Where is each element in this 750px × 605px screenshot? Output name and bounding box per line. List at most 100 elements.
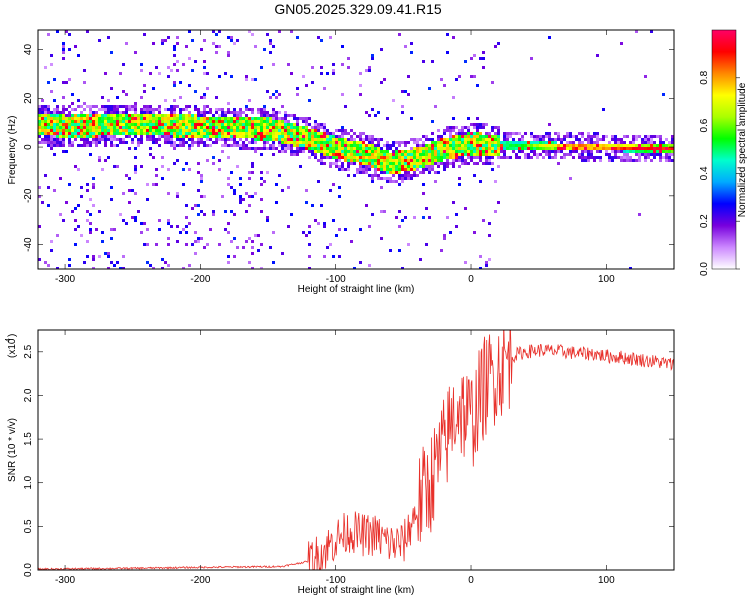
spectrogram-cell <box>350 150 353 153</box>
spectrogram-cell <box>260 243 263 246</box>
spectrogram-cell <box>77 99 80 102</box>
spectrogram-cell <box>77 54 80 57</box>
spectrogram-cell <box>107 99 110 102</box>
spectrogram-cell <box>68 258 71 261</box>
spectrogram-cell <box>521 135 524 138</box>
spectrogram-cell <box>173 123 176 126</box>
spectrogram-cell <box>224 144 227 147</box>
spectrogram-cell <box>152 108 155 111</box>
spectrogram-cell <box>257 147 260 150</box>
spectrogram-cell <box>266 171 269 174</box>
spectrogram-cell <box>644 159 647 162</box>
spectrogram-cell <box>137 141 140 144</box>
spectrogram-cell <box>320 39 323 42</box>
spectrogram-cell <box>149 72 152 75</box>
spectrogram-cell <box>656 153 659 156</box>
spectrogram-cell <box>281 252 284 255</box>
spectrogram-cell <box>179 129 182 132</box>
spectrogram-cell <box>110 141 113 144</box>
spectrogram-cell <box>173 132 176 135</box>
spectrogram-cell <box>332 150 335 153</box>
spectrogram-cell <box>167 243 170 246</box>
spectrogram-cell <box>578 138 581 141</box>
spectrogram-cell <box>440 159 443 162</box>
spectrogram-cell <box>125 114 128 117</box>
spectrogram-cell <box>53 129 56 132</box>
spectrogram-cell <box>68 111 71 114</box>
spectrogram-cell <box>359 144 362 147</box>
spectrogram-cell <box>245 108 248 111</box>
spectrogram-cell <box>188 132 191 135</box>
snr-y-tick-label: 0.0 <box>23 563 34 577</box>
spectrogram-cell <box>320 141 323 144</box>
spectrogram-cell <box>563 147 566 150</box>
spectrogram-cell <box>53 144 56 147</box>
spectrogram-cell <box>401 267 404 269</box>
spectrogram-cell <box>479 132 482 135</box>
spectrogram-cell <box>365 147 368 150</box>
spectrogram-cell <box>284 132 287 135</box>
spectrogram-cell <box>377 150 380 153</box>
spectrogram-cell <box>278 123 281 126</box>
figure-title: GN05.2025.329.09.41.R15 <box>274 1 442 17</box>
spectrogram-cell <box>230 135 233 138</box>
spectrogram-cell <box>374 144 377 147</box>
spectrogram-cell <box>371 141 374 144</box>
spectrogram-cell <box>368 114 371 117</box>
spectrogram-cell <box>275 126 278 129</box>
spectrogram-cell <box>233 108 236 111</box>
spectrogram-cell <box>221 144 224 147</box>
spectrogram-cell <box>290 126 293 129</box>
spectrogram-cell <box>452 36 455 39</box>
spectrogram-cell <box>248 141 251 144</box>
spectrogram-cell <box>86 132 89 135</box>
spectrogram-cell <box>473 153 476 156</box>
spectrogram-cell <box>476 84 479 87</box>
spectrogram-cell <box>521 147 524 150</box>
spectrogram-cell <box>362 150 365 153</box>
spectrogram-cell <box>482 123 485 126</box>
spectrogram-cell <box>530 150 533 153</box>
spectrogram-cell <box>380 156 383 159</box>
spectrogram-cell <box>194 105 197 108</box>
spectrogram-cell <box>392 144 395 147</box>
spectrogram-cell <box>209 120 212 123</box>
spectrogram-cell <box>296 150 299 153</box>
spectrogram-cell <box>428 165 431 168</box>
spectrogram-cell <box>611 135 614 138</box>
spectrogram-cell <box>296 129 299 132</box>
spectrogram-cell <box>50 63 53 66</box>
spectrogram-cell <box>98 126 101 129</box>
spectrogram-cell <box>464 147 467 150</box>
spectrogram-cell <box>263 123 266 126</box>
spectrogram-cell <box>113 111 116 114</box>
spectrogram-cell <box>77 117 80 120</box>
spectrogram-cell <box>392 168 395 171</box>
spectrogram-cell <box>377 165 380 168</box>
spectrogram-cell <box>299 141 302 144</box>
spectrogram-cell <box>272 63 275 66</box>
spectrogram-cell <box>242 117 245 120</box>
spectrogram-cell <box>86 117 89 120</box>
spectrogram-cell <box>89 105 92 108</box>
spectrogram-cell <box>179 81 182 84</box>
spectrogram-cell <box>212 213 215 216</box>
spectrogram-cell <box>536 141 539 144</box>
spectrogram-cell <box>236 39 239 42</box>
spectrogram-cell <box>362 156 365 159</box>
spectrogram-cell <box>383 78 386 81</box>
spectrogram-cell <box>272 129 275 132</box>
spectrogram-cell <box>293 138 296 141</box>
spectrogram-cell <box>377 159 380 162</box>
spectrogram-cell <box>176 129 179 132</box>
spectrogram-cell <box>308 156 311 159</box>
spectrogram-cell <box>65 117 68 120</box>
spectrogram-cell <box>71 120 74 123</box>
spectrogram-cell <box>50 114 53 117</box>
spectrogram-cell <box>311 153 314 156</box>
spectrogram-cell <box>182 228 185 231</box>
spectrogram-cell <box>422 171 425 174</box>
spectrogram-cell <box>140 111 143 114</box>
spectrogram-cell <box>242 123 245 126</box>
spectrogram-cell <box>47 123 50 126</box>
